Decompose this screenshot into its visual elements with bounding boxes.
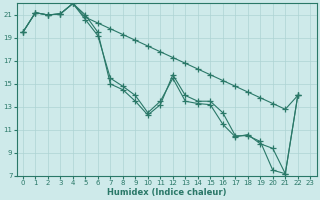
X-axis label: Humidex (Indice chaleur): Humidex (Indice chaleur): [107, 188, 226, 197]
